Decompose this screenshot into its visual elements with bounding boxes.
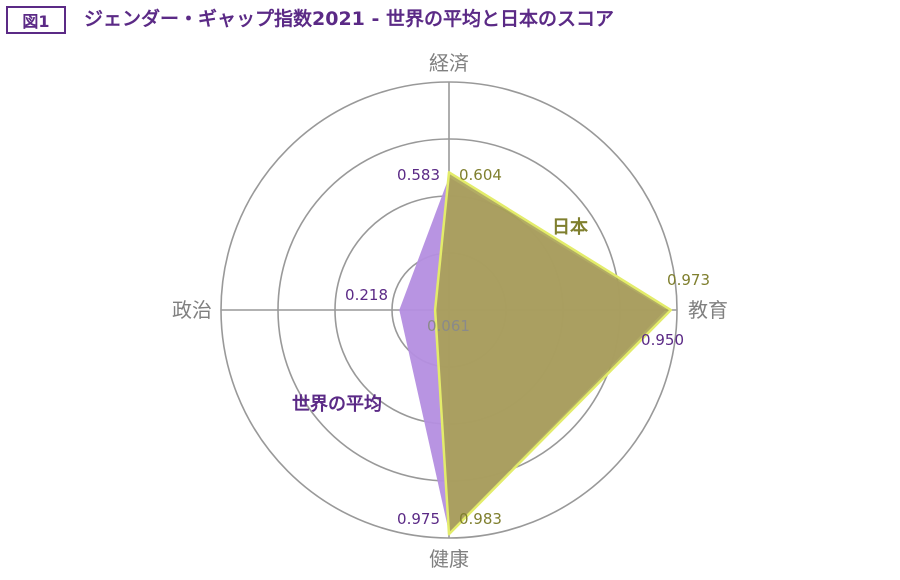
axis-label-education: 教育	[688, 298, 728, 322]
value-label-world-economy: 0.583	[397, 166, 440, 184]
value-label-japan-economy: 0.604	[459, 166, 502, 184]
japan-area	[433, 171, 673, 536]
value-label-world-politics: 0.218	[345, 286, 388, 304]
value-label-japan-health: 0.983	[459, 510, 502, 528]
axis-label-economy: 経済	[429, 51, 469, 75]
axis-label-politics: 政治	[172, 298, 212, 322]
axis-label-health: 健康	[429, 547, 469, 571]
series-label-world-average: 世界の平均	[292, 393, 382, 415]
value-label-world-education: 0.950	[641, 331, 684, 349]
figure-badge: 図1	[6, 6, 66, 34]
value-label-world-health: 0.975	[397, 510, 440, 528]
value-label-japan-politics: 0.061	[427, 317, 470, 335]
chart-title: ジェンダー・ギャップ指数2021 - 世界の平均と日本のスコア	[84, 8, 614, 30]
value-label-japan-education: 0.973	[667, 271, 710, 289]
series-label-japan: 日本	[552, 216, 588, 238]
